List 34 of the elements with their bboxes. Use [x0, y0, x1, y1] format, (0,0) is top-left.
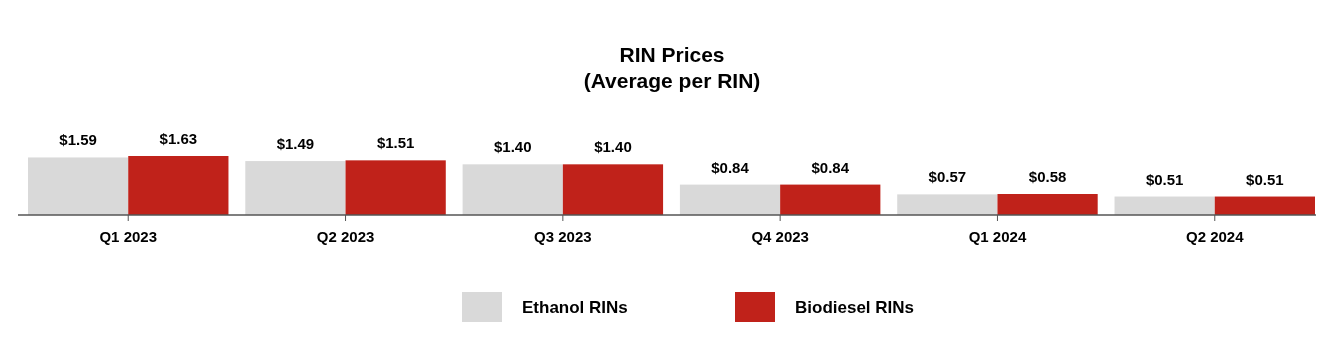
- bar: [1114, 196, 1215, 215]
- bar: [345, 160, 446, 215]
- data-label: $1.63: [159, 130, 198, 147]
- data-label: $1.59: [59, 131, 97, 149]
- data-label: $1.40: [493, 138, 532, 156]
- bar: [679, 184, 781, 215]
- bar: [128, 156, 229, 215]
- bar: [562, 164, 664, 215]
- x-tick-label: Q2 2024: [1185, 228, 1245, 245]
- data-label: $0.58: [1028, 168, 1067, 186]
- legend-label: Biodiesel RINs: [795, 298, 915, 317]
- bar: [28, 157, 129, 215]
- data-label: $0.51: [1145, 170, 1184, 188]
- data-label: $1.49: [276, 135, 315, 153]
- chart-subtitle: (Average per RIN): [583, 69, 761, 92]
- data-label: $0.84: [711, 158, 750, 176]
- bar: [897, 194, 998, 215]
- data-label: $1.51: [376, 134, 415, 152]
- bar: [245, 161, 346, 215]
- chart-title: RIN Prices: [619, 43, 725, 66]
- x-tick-label: Q3 2023: [534, 228, 592, 245]
- data-label: $0.57: [928, 168, 967, 186]
- x-tick-label: Q4 2023: [751, 228, 809, 245]
- data-label: $0.51: [1246, 170, 1284, 188]
- x-tick-label: Q1 2024: [968, 228, 1027, 245]
- bar: [1214, 196, 1315, 215]
- x-tick-label: Q1 2023: [99, 228, 158, 245]
- data-label: $0.84: [811, 158, 850, 176]
- data-label: $1.40: [594, 138, 632, 156]
- bar: [462, 164, 563, 215]
- bar: [780, 184, 881, 215]
- x-tick-label: Q2 2023: [316, 228, 375, 245]
- legend-label: Ethanol RINs: [522, 298, 628, 317]
- bar: [997, 194, 1098, 215]
